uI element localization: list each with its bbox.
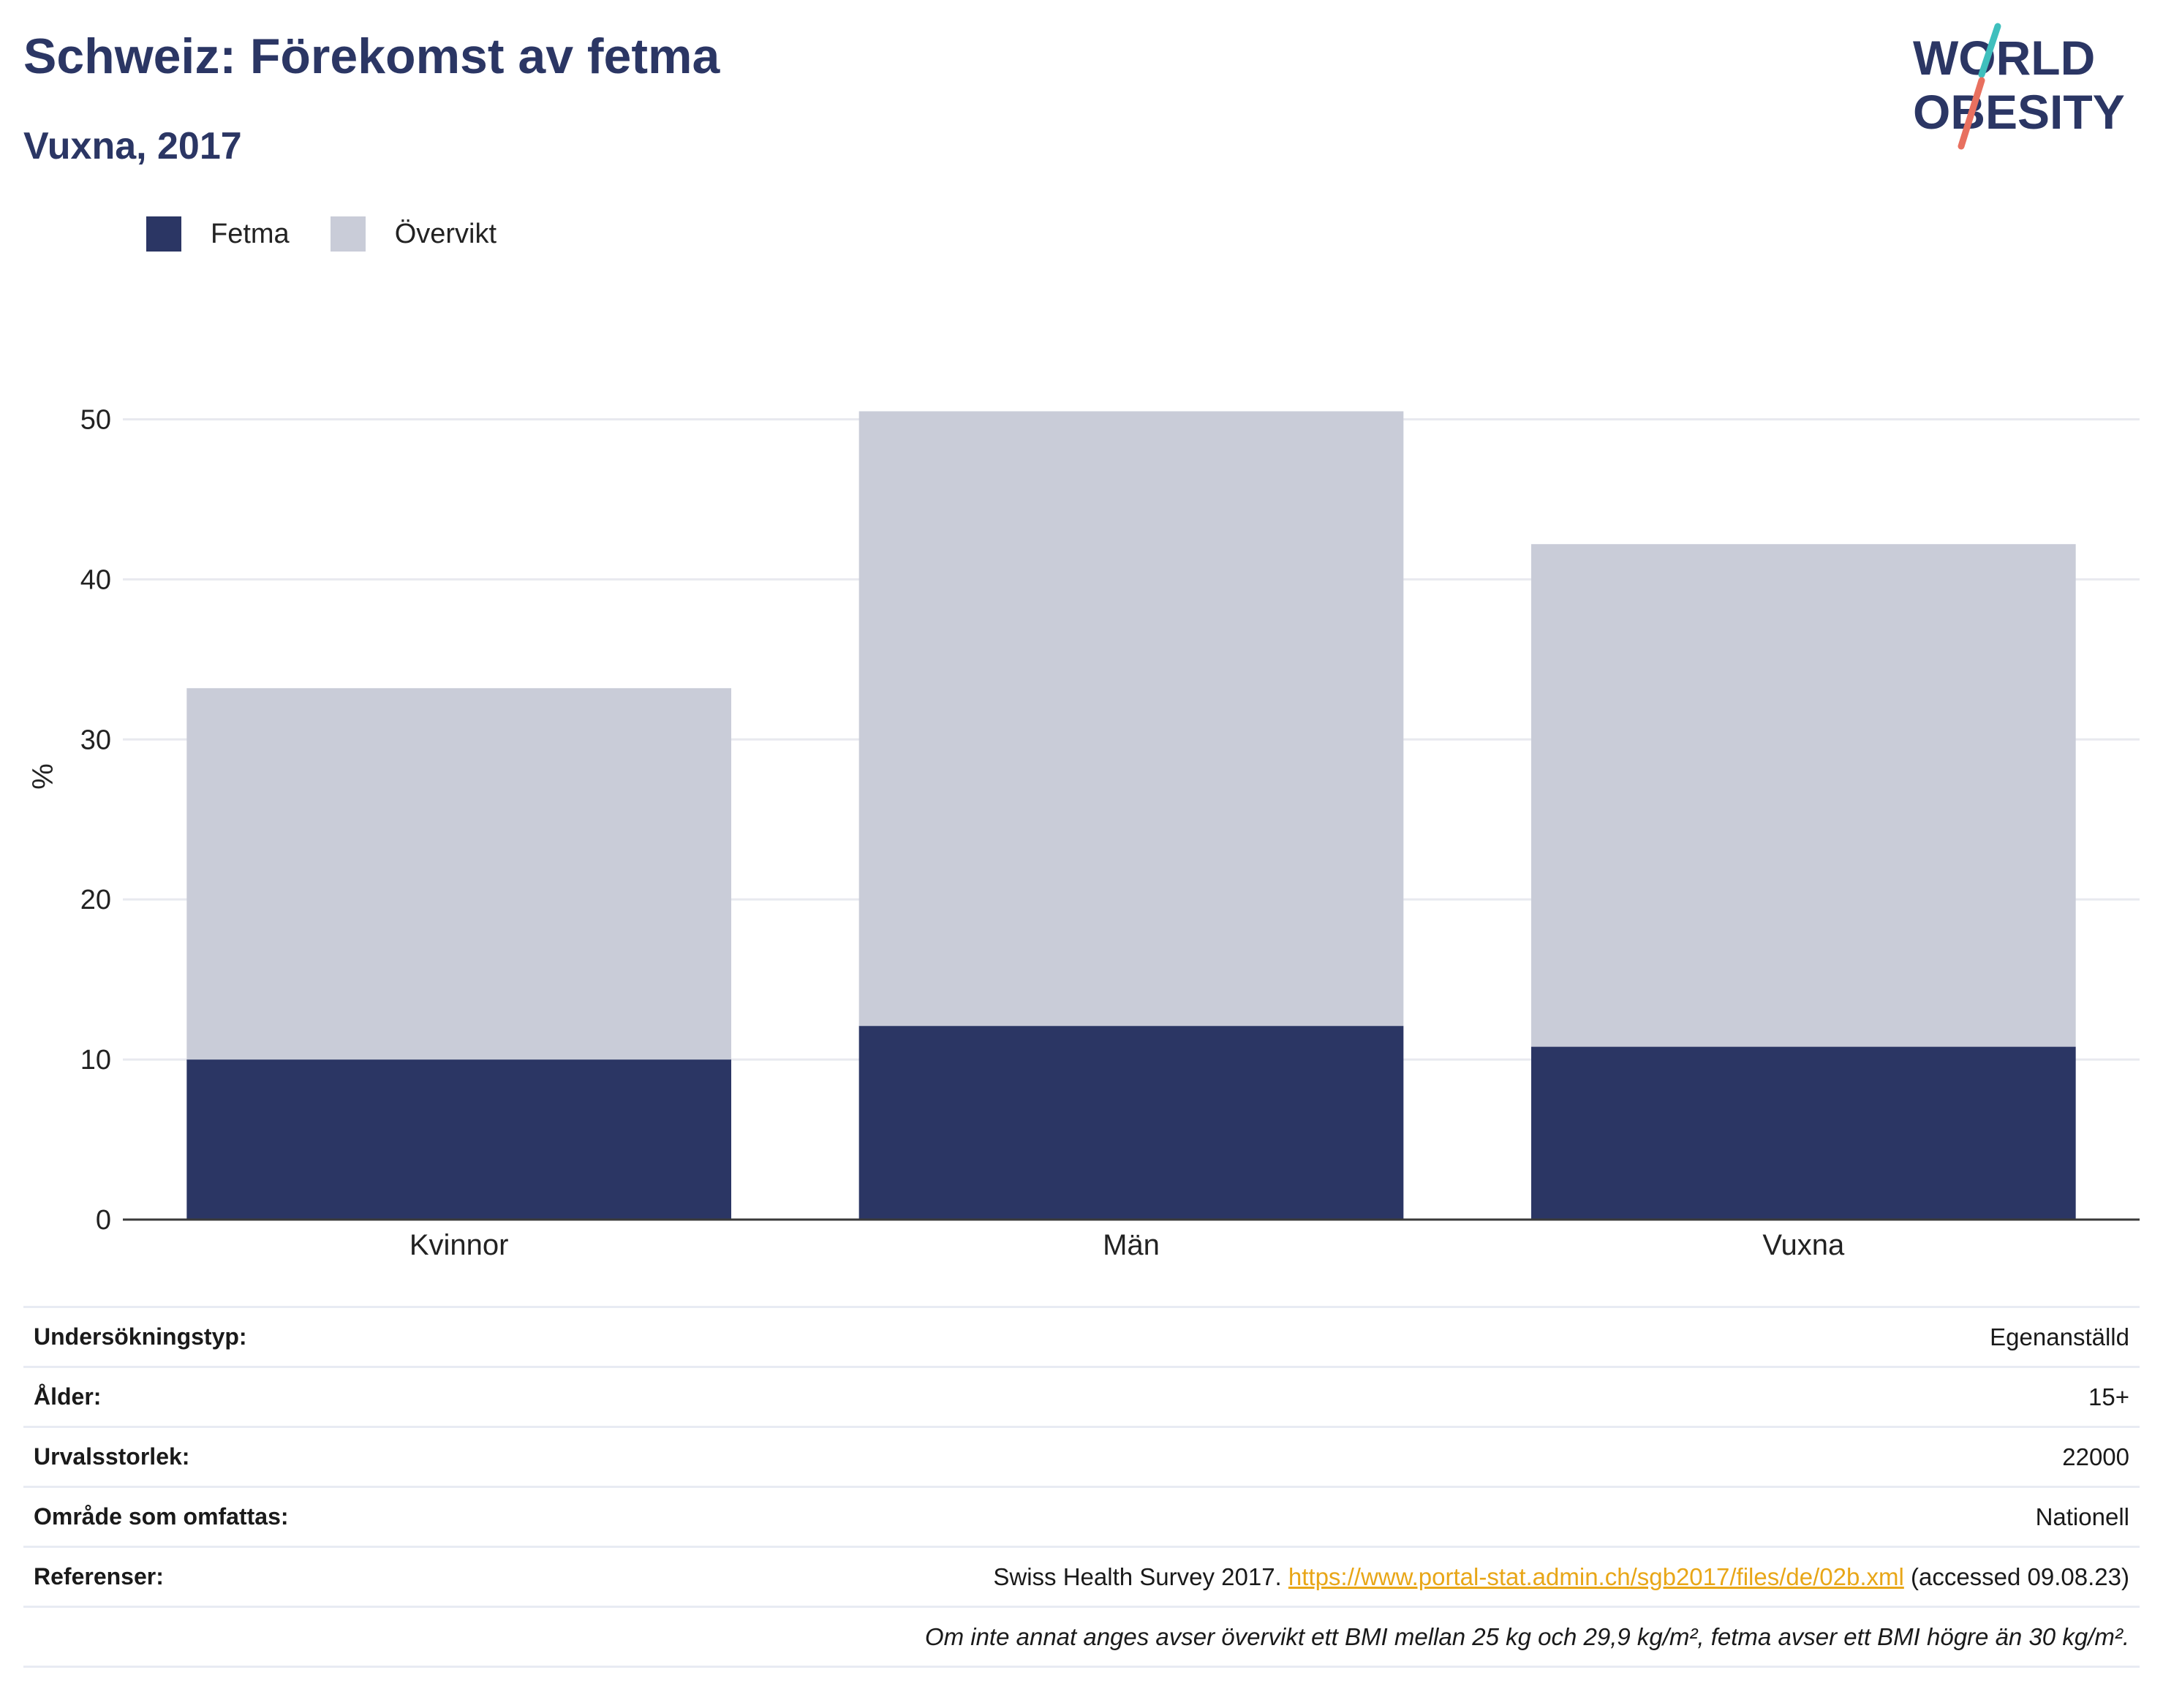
info-label: Undersökningstyp:: [34, 1323, 247, 1350]
reference-accessed: (accessed 09.08.23): [1903, 1562, 2129, 1590]
info-row-age: Ålder: 15+: [23, 1367, 2140, 1427]
survey-info-table: Undersökningstyp: Egenanställd Ålder: 15…: [23, 1306, 2140, 1668]
x-tick-label: Vuxna: [1762, 1229, 1845, 1261]
bmi-definition-note: Om inte annat anges avser övervikt ett B…: [924, 1622, 2129, 1650]
logo-slash-bottom: [1958, 77, 1985, 150]
info-label: Referenser:: [34, 1563, 164, 1590]
x-tick-label: Män: [1103, 1229, 1160, 1261]
y-tick-label: 20: [80, 885, 111, 915]
bar-kvinnor-övervikt: [186, 688, 731, 1060]
info-label: Urvalsstorlek:: [34, 1443, 190, 1470]
chart-title: Schweiz: Förekomst av fetma: [23, 29, 720, 84]
logo-word-obesity: OBESITY: [1913, 85, 2125, 139]
logo-slash-top: [1978, 23, 2001, 78]
info-label: Område som omfattas:: [34, 1503, 289, 1530]
reference-link[interactable]: https://www.portal-stat.admin.ch/sgb2017…: [1288, 1562, 1904, 1590]
bar-män-fetma: [858, 1026, 1404, 1220]
info-label: Ålder:: [34, 1383, 102, 1410]
info-label-empty: [23, 1607, 403, 1667]
x-tick-label: Kvinnor: [409, 1229, 509, 1261]
legend-swatch-overvikt: [330, 216, 366, 252]
chart-legend: Fetma Övervikt: [146, 212, 537, 256]
reference-text: Swiss Health Survey 2017.: [993, 1562, 1288, 1590]
bar-kvinnor-fetma: [186, 1059, 731, 1220]
stacked-bar-chart: 0 10 20 30 40 50% Kvinnor Män Vuxna: [27, 404, 2140, 1261]
y-tick-label: 30: [80, 725, 111, 755]
legend-swatch-fetma: [146, 216, 181, 252]
legend-item-overvikt[interactable]: Övervikt: [330, 216, 497, 252]
info-value: 15+: [2088, 1383, 2129, 1410]
info-value: Swiss Health Survey 2017. https://www.po…: [403, 1547, 2140, 1607]
info-row-references: Referenser: Swiss Health Survey 2017. ht…: [23, 1546, 2140, 1607]
bar-vuxna-fetma: [1531, 1046, 2076, 1220]
chart-subtitle: Vuxna, 2017: [23, 125, 242, 167]
y-axis-label: %: [27, 763, 59, 790]
y-tick-label: 50: [80, 404, 111, 435]
legend-label-fetma: Fetma: [211, 218, 290, 249]
legend-label-overvikt: Övervikt: [394, 218, 497, 249]
y-tick-label: 0: [96, 1205, 111, 1236]
info-value: 22000: [2062, 1443, 2129, 1470]
bar-män-övervikt: [858, 411, 1404, 1027]
info-row-area: Område som omfattas: Nationell: [23, 1486, 2140, 1547]
info-row-sample-size: Urvalsstorlek: 22000: [23, 1427, 2140, 1487]
info-row-note: Om inte annat anges avser övervikt ett B…: [23, 1606, 2140, 1667]
bar-vuxna-övervikt: [1531, 544, 2076, 1047]
y-tick-label: 40: [80, 564, 111, 595]
legend-item-fetma[interactable]: Fetma: [146, 216, 290, 252]
y-tick-label: 10: [80, 1045, 111, 1076]
world-obesity-logo: WORLD OBESITY: [1913, 23, 2125, 150]
logo-word-world: WORLD: [1913, 31, 2095, 85]
info-row-survey-type: Undersökningstyp: Egenanställd: [23, 1307, 2140, 1367]
info-value: Egenanställd: [1990, 1323, 2129, 1350]
info-value: Nationell: [2035, 1503, 2129, 1530]
